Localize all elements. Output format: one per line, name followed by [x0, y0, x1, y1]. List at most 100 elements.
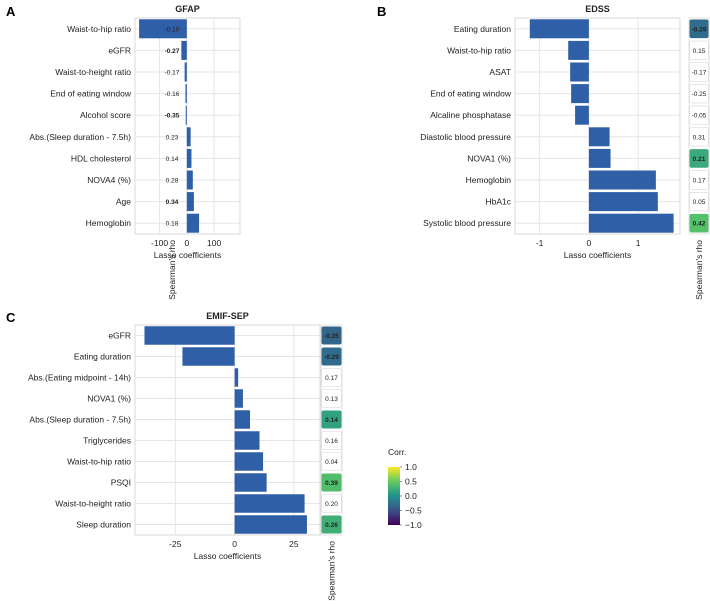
- category-label: Waist-to-height ratio: [55, 499, 131, 509]
- rho-cell: [321, 431, 342, 450]
- x-tick-label: 0: [587, 238, 592, 248]
- category-label: Sleep duration: [76, 520, 131, 530]
- x-tick-label: -1: [536, 238, 544, 248]
- rho-value: 0.17: [325, 375, 338, 382]
- rho-cell: [689, 62, 709, 82]
- rho-cell: [321, 494, 342, 513]
- category-label: HbA1c: [485, 197, 511, 207]
- rho-cell: [321, 326, 342, 345]
- bar: [234, 368, 239, 387]
- bar: [186, 170, 193, 190]
- rho-value: 0.17: [693, 178, 706, 185]
- rho-value: 0.34: [166, 199, 179, 206]
- legend-tick-label: 1.0: [405, 462, 417, 472]
- bar: [234, 431, 260, 450]
- bar: [182, 347, 235, 366]
- rho-value: 0.18: [166, 221, 179, 228]
- rho-cell: [321, 368, 342, 387]
- x-tick-label: 0: [232, 539, 237, 549]
- rho-cell: [689, 19, 709, 39]
- rho-axis-label: Spearman's rho: [167, 240, 177, 300]
- rho-value: 0.26: [325, 522, 338, 529]
- legend-title: Corr.: [388, 447, 406, 457]
- category-label: Alcaline phosphatase: [430, 110, 511, 120]
- category-label: Eating duration: [74, 352, 131, 362]
- bar: [588, 192, 658, 212]
- rho-value: 0.14: [166, 156, 179, 163]
- x-tick-label: -100: [151, 238, 168, 248]
- category-label: eGFR: [108, 45, 131, 55]
- x-axis-label: Lasso coefficients: [194, 551, 261, 561]
- legend-tick-label: 0.0: [405, 491, 417, 501]
- chart-title: EDSS: [585, 4, 610, 14]
- rho-cell: [689, 213, 709, 233]
- bar: [185, 105, 187, 125]
- category-label: Age: [116, 197, 131, 207]
- bar: [588, 213, 674, 233]
- rho-value: -0.25: [692, 91, 707, 98]
- bar: [186, 127, 191, 147]
- bar: [144, 326, 235, 345]
- bar: [186, 213, 200, 233]
- category-label: Waist-to-hip ratio: [447, 45, 511, 55]
- category-label: Hemoglobin: [466, 175, 512, 185]
- category-label: ASAT: [489, 67, 511, 77]
- rho-value: 0.21: [693, 156, 706, 163]
- bar: [568, 40, 589, 60]
- bar: [139, 19, 187, 39]
- rho-cell: [321, 410, 342, 429]
- bar: [184, 62, 187, 82]
- rho-value: -0.16: [165, 91, 180, 98]
- category-label: Abs.(Sleep duration - 7.5h): [29, 415, 131, 425]
- bar: [529, 19, 589, 39]
- rho-cell: [689, 149, 709, 168]
- bar: [234, 452, 264, 471]
- legend-tick-label: −1.0: [405, 520, 422, 530]
- chart-title: EMIF-SEP: [206, 311, 249, 321]
- color-legend: Corr. 1.0 0.5 0.0 −0.5 −1.0: [388, 447, 422, 530]
- rho-cell: [689, 84, 709, 104]
- rho-cell: [321, 347, 342, 366]
- panel-letter: C: [6, 310, 16, 325]
- rho-value: -0.29: [324, 354, 339, 361]
- rho-cell: [321, 389, 342, 408]
- category-label: Alcohol score: [80, 110, 131, 120]
- x-axis-label: Lasso coefficients: [154, 250, 221, 260]
- legend-colorbar: [388, 467, 400, 525]
- bar: [234, 410, 251, 429]
- bar: [185, 84, 187, 104]
- category-label: Eating duration: [454, 24, 511, 34]
- category-label: Abs.(Eating midpoint - 14h): [28, 373, 131, 383]
- category-label: PSQI: [111, 478, 131, 488]
- rho-value: 0.20: [325, 501, 338, 508]
- rho-value: 0.13: [325, 396, 338, 403]
- x-tick-label: 1: [636, 238, 641, 248]
- bar: [571, 84, 589, 104]
- bar: [575, 105, 589, 125]
- rho-value: -0.35: [324, 333, 339, 340]
- category-label: Diastolic blood pressure: [420, 132, 511, 142]
- x-tick-label: -25: [169, 539, 182, 549]
- bar: [234, 473, 267, 492]
- rho-value: 0.42: [693, 221, 706, 228]
- rho-value: -0.27: [165, 48, 180, 55]
- rho-cell: [689, 127, 709, 147]
- category-label: End of eating window: [50, 89, 132, 99]
- rho-cell: [321, 515, 342, 534]
- x-axis-label: Lasso coefficients: [564, 250, 631, 260]
- category-label: Systolic blood pressure: [423, 218, 511, 228]
- panel-letter: A: [6, 4, 16, 19]
- legend-tick-label: 0.5: [405, 477, 417, 487]
- bar: [186, 192, 194, 212]
- category-label: End of eating window: [430, 89, 512, 99]
- category-label: NOVA1 (%): [467, 153, 511, 163]
- bar: [186, 148, 192, 168]
- rho-value: 0.31: [693, 134, 706, 141]
- legend-tick-label: −0.5: [405, 506, 422, 516]
- rho-value: 0.39: [325, 480, 338, 487]
- rho-value: -0.17: [692, 70, 707, 77]
- rho-value: -0.29: [692, 26, 707, 33]
- category-label: eGFR: [108, 331, 131, 341]
- rho-axis-label: Spearman's rho: [694, 240, 704, 300]
